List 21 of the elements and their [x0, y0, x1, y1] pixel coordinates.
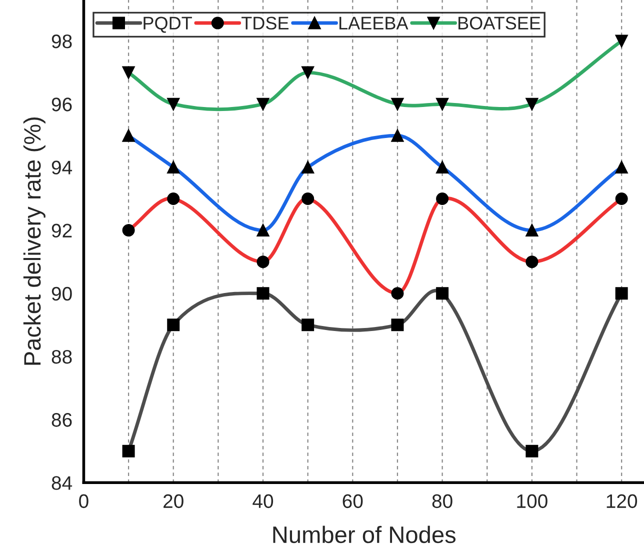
y-tick-label: 98 [52, 34, 72, 48]
x-tick-label: 20 [164, 494, 184, 508]
y-tick-label: 90 [52, 286, 72, 301]
legend-label: PQDT [144, 16, 192, 33]
legend-label: BOATSEE [458, 16, 540, 30]
x-tick-label: 120 [606, 494, 638, 508]
x-axis-title: Number of Nodes [273, 526, 456, 544]
legend-label: TDSE [242, 16, 289, 30]
x-tick-label: 0 [79, 494, 88, 508]
y-tick-label: 92 [52, 224, 72, 238]
legend-label: LAEEBA [340, 16, 408, 30]
y-tick-label: 86 [52, 413, 72, 427]
x-tick-label: 80 [432, 494, 452, 508]
y-tick-label: 84 [52, 476, 72, 490]
x-tick-label: 40 [252, 494, 274, 508]
y-tick-label: 94 [52, 160, 72, 174]
y-tick-label: 96 [52, 98, 72, 112]
x-tick-label: 60 [342, 494, 363, 508]
y-axis-title: Packet delivery rate (%) [23, 117, 46, 365]
x-tick-label: 100 [517, 494, 548, 508]
y-tick-label: 88 [52, 350, 72, 364]
